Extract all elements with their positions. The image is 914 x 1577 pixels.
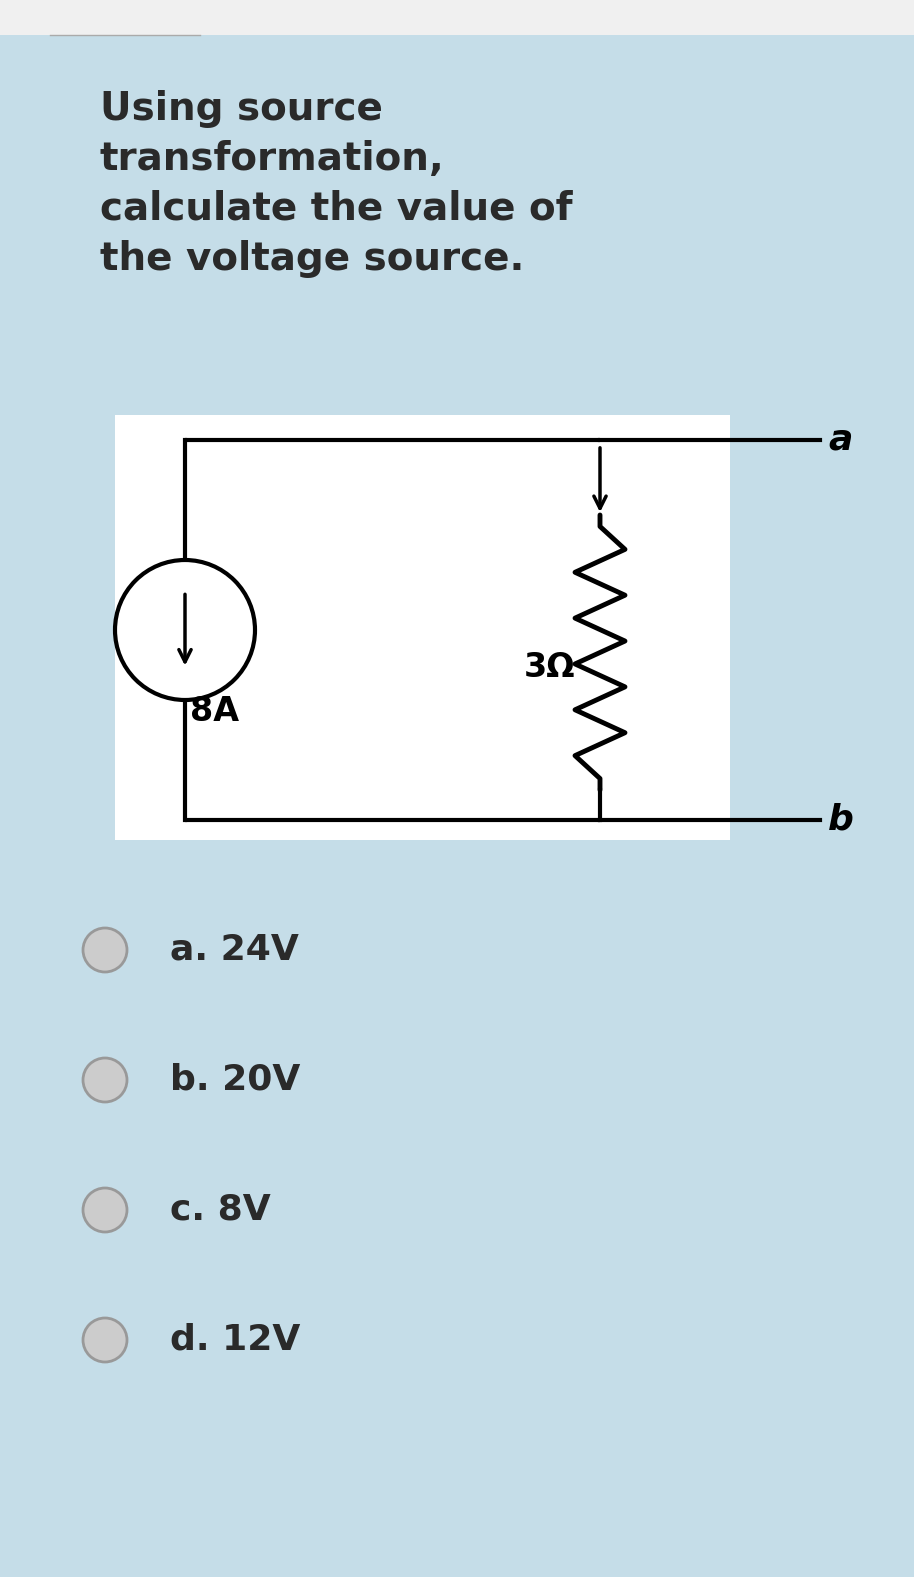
Text: Using source
transformation,
calculate the value of
the voltage source.: Using source transformation, calculate t… [100,90,572,278]
Text: b. 20V: b. 20V [170,1063,301,1098]
Text: 8A: 8A [190,695,239,729]
Bar [50,55,864,1534]
Circle shape [115,560,255,700]
Circle shape [83,1187,127,1232]
Text: d. 12V: d. 12V [170,1323,301,1356]
Circle shape [83,1058,127,1102]
Bar [0,0,914,35]
Circle shape [83,1318,127,1363]
Bar [115,415,730,841]
Text: c. 8V: c. 8V [170,1192,271,1227]
Circle shape [83,927,127,971]
Text: a: a [828,423,853,457]
Text: b: b [828,803,854,837]
Text: a. 24V: a. 24V [170,934,299,967]
Text: 3Ω: 3Ω [524,651,575,684]
